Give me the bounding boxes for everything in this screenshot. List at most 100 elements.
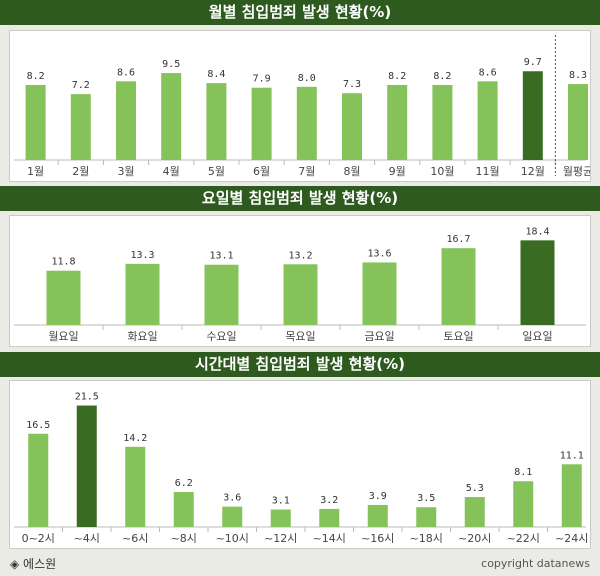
monthly-bar-chart: 8.2 1월 7.2 2월 8.6 3월 9.5 4월 8.4 5월 7.9 6월 8.0 7월 7.3 8월… [14, 35, 590, 178]
bar [477, 81, 498, 160]
bar [568, 84, 588, 160]
x-tick-label: 11월 [476, 165, 500, 178]
bar [441, 248, 476, 325]
x-tick-label: ~22시 [507, 532, 540, 545]
x-tick-label: 월요일 [48, 329, 78, 343]
data-label: 3.2 [320, 495, 338, 506]
weekday-bar-chart: 11.8 월요일 13.3 화요일 13.1 수요일 13.2 목요일 13.6 금요일 16.7 토… [14, 226, 586, 343]
bar [204, 264, 239, 325]
bar [296, 86, 317, 160]
x-tick-label: 5월 [208, 165, 225, 178]
data-label: 3.5 [417, 493, 435, 504]
bar [28, 433, 49, 527]
bar [367, 504, 388, 527]
data-label: 13.2 [288, 250, 312, 261]
data-label: 13.3 [130, 250, 154, 261]
data-label: 8.2 [433, 71, 451, 82]
bar [319, 508, 340, 527]
data-label: 8.3 [569, 70, 587, 81]
bar [270, 509, 291, 527]
bar [561, 464, 582, 527]
bar [464, 497, 485, 527]
x-tick-label: 토요일 [443, 329, 473, 343]
data-label: 16.5 [26, 420, 50, 431]
x-tick-label: 8월 [343, 165, 360, 178]
data-label: 9.5 [162, 59, 180, 70]
hourly-bar-chart: 16.5 0~2시 21.5 ~4시 14.2 ~6시 6.2 ~8시 3.6 ~10시 3.1 ~1… [14, 392, 588, 545]
data-label: 8.0 [298, 73, 316, 84]
copyright-label: copyright datanews [481, 557, 590, 570]
x-tick-label: 4월 [163, 165, 180, 178]
bar [283, 264, 318, 325]
x-tick-label: 0~2시 [22, 532, 55, 545]
x-tick-label: 12월 [521, 165, 545, 178]
bar [387, 84, 408, 160]
data-label: 8.2 [388, 71, 406, 82]
x-tick-label: ~14시 [313, 532, 346, 545]
x-tick-label: ~10시 [216, 532, 249, 545]
bar [161, 73, 182, 160]
data-label: 8.2 [27, 71, 45, 82]
bar [222, 506, 243, 527]
x-tick-label: ~24시 [555, 532, 588, 545]
data-label: 21.5 [75, 392, 99, 403]
x-tick-label: 금요일 [364, 329, 394, 343]
data-label: 13.1 [209, 251, 233, 262]
x-tick-label: ~8시 [171, 532, 197, 545]
bar [70, 94, 91, 160]
x-tick-label: ~20시 [458, 532, 491, 545]
bar [125, 263, 160, 325]
x-tick-label: ~16시 [361, 532, 394, 545]
x-tick-label: 목요일 [285, 329, 315, 343]
bar [46, 270, 81, 325]
data-label: 13.6 [367, 248, 391, 259]
data-label: 5.3 [466, 483, 484, 494]
bar [522, 71, 543, 160]
x-tick-label: ~18시 [410, 532, 443, 545]
x-tick-label: 화요일 [127, 329, 157, 343]
data-label: 7.9 [253, 74, 271, 85]
bar [206, 83, 227, 160]
bar [362, 262, 397, 325]
hourly-chart-title: 시간대별 침입범죄 발생 현황(%) [0, 352, 600, 377]
x-tick-label: ~6시 [122, 532, 148, 545]
bar [76, 405, 97, 527]
bar [432, 84, 453, 160]
x-tick-label: 1월 [27, 165, 44, 178]
x-tick-label: 일요일 [522, 329, 552, 343]
x-tick-label: ~12시 [264, 532, 297, 545]
x-tick-label: 수요일 [206, 329, 236, 343]
monthly-chart-panel: 8.2 1월 7.2 2월 8.6 3월 9.5 4월 8.4 5월 7.9 6월 8.0 7월 7.3 8월… [9, 30, 591, 182]
bar [116, 81, 136, 160]
data-label: 16.7 [446, 234, 470, 245]
bar [513, 481, 534, 527]
data-label: 8.6 [117, 67, 135, 78]
x-tick-label: 9월 [389, 165, 406, 178]
bar [125, 446, 146, 527]
monthly-chart-title: 월별 침입범죄 발생 현황(%) [0, 0, 600, 25]
data-label: 9.7 [524, 57, 542, 68]
x-tick-label: 3월 [117, 165, 134, 178]
data-label: 7.3 [343, 79, 361, 90]
data-label: 8.1 [514, 467, 532, 478]
data-label: 14.2 [123, 433, 147, 444]
weekday-chart-panel: 11.8 월요일 13.3 화요일 13.1 수요일 13.2 목요일 13.6 금요일 16.7 토… [9, 215, 591, 347]
x-tick-label: 월평균 [563, 165, 590, 178]
data-label: 3.1 [272, 495, 290, 506]
weekday-chart-title: 요일별 침입범죄 발생 현황(%) [0, 186, 600, 211]
data-label: 11.1 [560, 450, 584, 461]
x-tick-label: 7월 [298, 165, 315, 178]
data-label: 11.8 [51, 257, 75, 268]
x-tick-label: 6월 [253, 165, 270, 178]
data-label: 7.2 [72, 80, 90, 91]
bar [520, 240, 555, 325]
x-tick-label: 2월 [72, 165, 89, 178]
bar [25, 84, 46, 160]
bar [251, 87, 272, 160]
data-label: 6.2 [175, 478, 193, 489]
data-label: 3.9 [369, 491, 387, 502]
source-label: ◈ 에스원 [10, 557, 57, 571]
bar [173, 491, 194, 527]
x-tick-label: ~4시 [74, 532, 100, 545]
x-tick-label: 10월 [430, 165, 454, 178]
